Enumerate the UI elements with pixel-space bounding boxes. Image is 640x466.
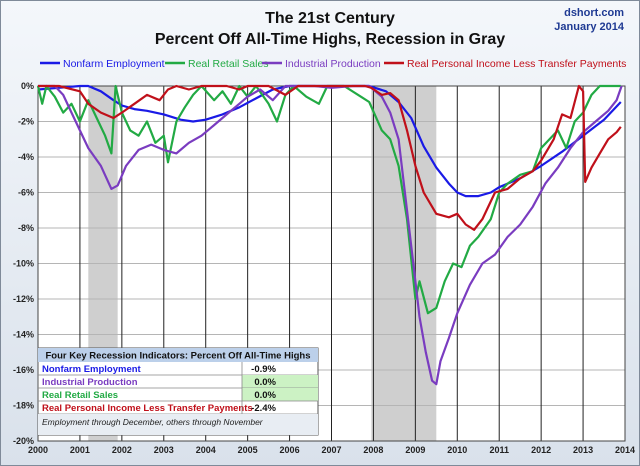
y-tick-label: -8% [18, 223, 34, 233]
table-row-value: 0.0% [254, 377, 276, 388]
y-tick-label: 0% [21, 81, 34, 91]
series-line-4 [38, 84, 622, 231]
table-row-label: Nonfarm Employment [42, 364, 142, 375]
x-tick-label: 2002 [112, 445, 132, 455]
chart-title: The 21st Century [265, 10, 395, 27]
x-tick-label: 2007 [321, 445, 341, 455]
legend-label-1: Nonfarm Employment [63, 58, 165, 70]
legend-label-3: Industrial Production [285, 58, 381, 70]
table-value-highlight [242, 375, 318, 388]
table-note-bg [38, 414, 318, 435]
series-line-2 [36, 84, 621, 315]
x-tick-label: 2009 [405, 445, 425, 455]
chart-subtitle: Percent Off All-Time Highs, Recession in… [155, 31, 505, 48]
table-row-label: Real Retail Sales [42, 390, 118, 401]
y-tick-label: -6% [18, 188, 34, 198]
table-row-value: 0.0% [254, 390, 276, 401]
table-row-label: Industrial Production [42, 377, 138, 388]
x-tick-label: 2003 [154, 445, 174, 455]
plot-area: 0%-2%-4%-6%-8%-10%-12%-14%-16%-18%-20%20… [13, 81, 635, 455]
source-label: dshort.com [564, 7, 624, 19]
y-tick-label: -10% [13, 259, 34, 269]
x-tick-label: 2008 [363, 445, 383, 455]
table-row-value: -0.9% [251, 364, 276, 375]
y-tick-label: -2% [18, 117, 34, 127]
y-tick-label: -16% [13, 365, 34, 375]
y-tick-label: -14% [13, 330, 34, 340]
x-tick-label: 2012 [531, 445, 551, 455]
date-label: January 2014 [554, 21, 625, 33]
table-value-highlight [242, 388, 318, 401]
table-header-bg [38, 348, 318, 362]
x-tick-label: 2000 [28, 445, 48, 455]
legend: Nonfarm Employment Real Retail Sales Indus… [40, 58, 626, 70]
indicator-table: Four Key Recession Indicators: Percent O… [37, 347, 319, 436]
legend-label-2: Real Retail Sales [188, 58, 269, 70]
x-tick-label: 2005 [238, 445, 258, 455]
x-tick-label: 2014 [615, 445, 635, 455]
table-title: Four Key Recession Indicators: Percent O… [45, 351, 310, 362]
table-row-value: -2.4% [251, 403, 276, 414]
x-tick-label: 2013 [573, 445, 593, 455]
x-tick-label: 2004 [196, 445, 216, 455]
y-tick-label: -12% [13, 294, 34, 304]
y-tick-label: -18% [13, 401, 34, 411]
x-tick-label: 2001 [70, 445, 90, 455]
x-tick-label: 2010 [447, 445, 467, 455]
x-tick-label: 2006 [280, 445, 300, 455]
table-note: Employment through December, others thro… [42, 417, 264, 427]
legend-label-4: Real Personal Income Less Transfer Payme… [407, 58, 626, 70]
y-tick-label: -4% [18, 152, 34, 162]
y-tick-label: -20% [13, 436, 34, 446]
x-tick-label: 2011 [489, 445, 509, 455]
table-row-label: Real Personal Income Less Transfer Payme… [42, 403, 253, 414]
